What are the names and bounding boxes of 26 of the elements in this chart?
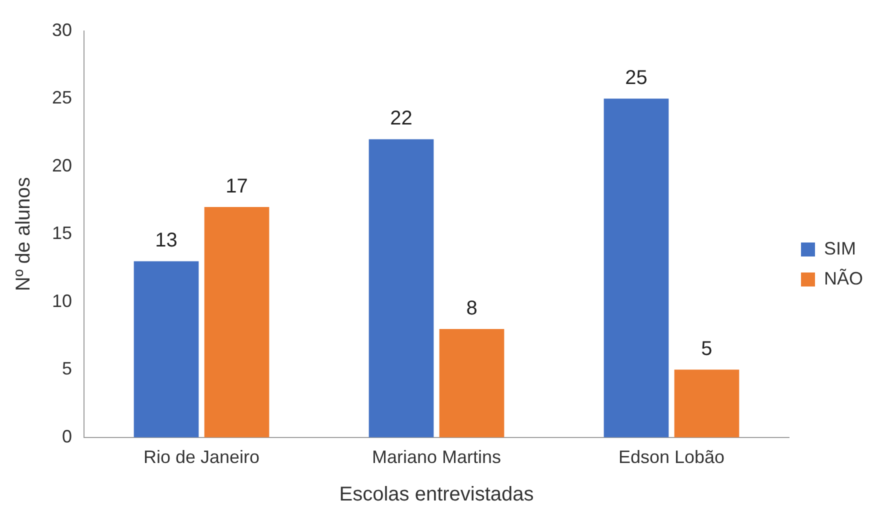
data-label: 13 (155, 230, 178, 252)
data-label: 8 (466, 297, 478, 320)
bar (204, 206, 270, 438)
y-tick-label: 0 (62, 426, 72, 446)
legend-label: NÃO (824, 268, 864, 288)
y-tick-label: 20 (52, 155, 72, 176)
x-axis-title: Escolas entrevistadas (339, 484, 534, 506)
bar (674, 370, 740, 438)
y-tick-label: 15 (52, 223, 72, 244)
y-tick-label: 10 (52, 290, 72, 311)
bar (368, 139, 434, 438)
legend-label: SIM (824, 238, 856, 258)
bar (439, 328, 504, 438)
bar (604, 98, 669, 438)
bar (134, 261, 199, 438)
data-label: 5 (701, 338, 712, 360)
x-tick-label: Mariano Martins (372, 447, 502, 468)
data-label: 25 (625, 67, 648, 90)
x-tick-label: Edson Lobão (618, 447, 725, 468)
y-tick-label: 30 (52, 20, 72, 40)
y-tick-label: 5 (62, 358, 72, 379)
x-tick-label: Rio de Janeiro (143, 447, 260, 468)
y-axis-title: Nº de alunos (12, 177, 35, 292)
data-label: 17 (226, 176, 248, 198)
data-label: 22 (390, 108, 412, 130)
y-tick-label: 25 (52, 88, 72, 108)
